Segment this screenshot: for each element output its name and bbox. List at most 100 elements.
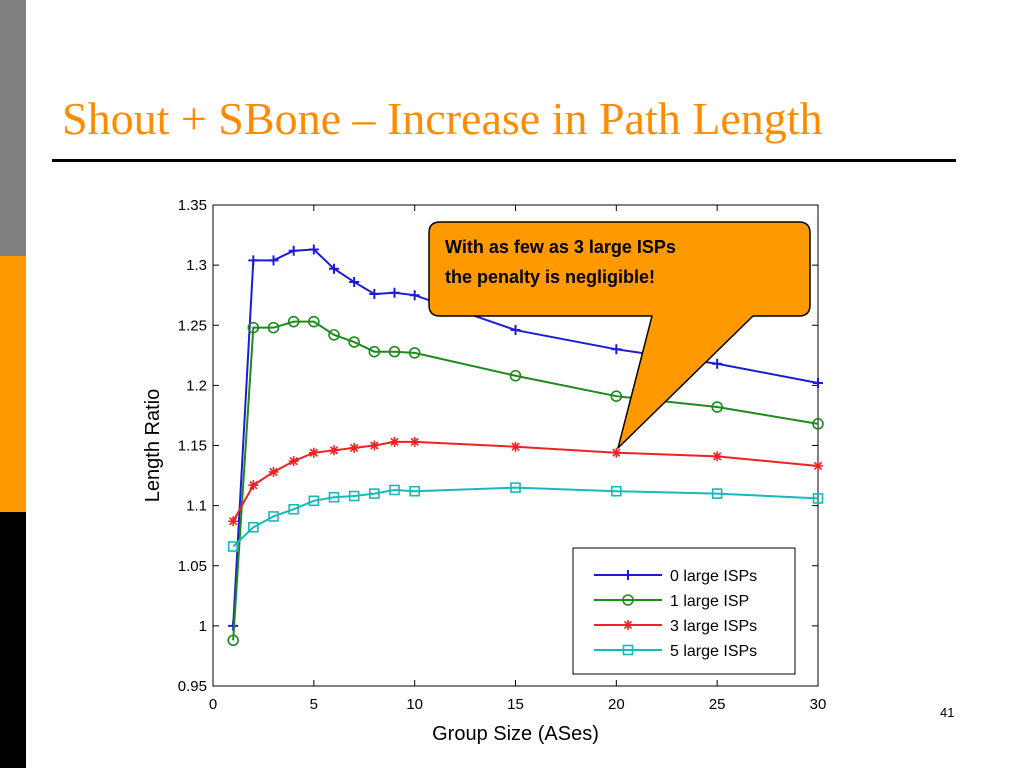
x-tick-label: 30 [810, 696, 827, 713]
data-point [308, 495, 320, 507]
data-point [389, 436, 400, 447]
data-point [510, 441, 521, 452]
side-bar-gray [0, 0, 26, 256]
x-tick-label: 20 [608, 696, 625, 713]
series-1-large-isp [227, 315, 824, 647]
series-line-0-large-isps [232, 248, 819, 626]
legend-marker [623, 570, 633, 580]
legend-label: 5 large ISPs [670, 643, 757, 660]
data-point [308, 315, 320, 328]
data-point [348, 490, 360, 502]
data-point [610, 390, 623, 402]
data-point [288, 456, 299, 467]
callout: With as few as 3 large ISPs the penalty … [428, 221, 811, 449]
y-tick-label: 1.1 [186, 498, 207, 515]
data-point [328, 329, 340, 341]
y-tick-label: 0.95 [178, 678, 207, 695]
legend-marker [622, 594, 634, 606]
callout-bubble [428, 221, 811, 449]
y-tick-label: 1.05 [178, 558, 207, 575]
series-line-3-large-isps [232, 440, 819, 522]
data-point [328, 491, 340, 503]
callout-line-2: the penalty is negligible! [445, 267, 655, 287]
series-line-5-large-isps [232, 486, 819, 548]
data-point [510, 325, 521, 336]
data-point [409, 485, 420, 497]
legend-entry: 5 large ISPs [594, 643, 757, 660]
data-point [409, 290, 420, 301]
slide-title: Shout + SBone – Increase in Path Length [62, 93, 823, 144]
data-point [348, 336, 360, 348]
data-point [329, 263, 339, 274]
data-point [268, 255, 279, 266]
legend-marker [623, 620, 633, 630]
data-point [388, 345, 401, 358]
legend-label: 3 large ISPs [670, 618, 757, 635]
data-point [408, 347, 421, 359]
data-point [267, 321, 280, 334]
data-point [349, 442, 360, 453]
data-point [287, 315, 300, 328]
data-point [510, 482, 521, 493]
x-axis-label: Group Size (ASes) [432, 723, 599, 745]
side-bar-orange [0, 256, 26, 512]
side-bar-black [0, 512, 26, 768]
series-5-large-isps [227, 482, 824, 552]
x-tick-label: 15 [507, 696, 524, 713]
data-point [349, 276, 360, 287]
y-tick-label: 1.15 [178, 438, 207, 455]
legend-entry: 1 large ISP [594, 593, 749, 610]
data-point [288, 503, 299, 515]
data-point [227, 541, 239, 552]
legend-label: 1 large ISP [670, 593, 749, 610]
data-point [369, 440, 380, 451]
x-tick-label: 5 [310, 696, 318, 713]
data-point [247, 321, 260, 334]
data-point [409, 436, 420, 447]
data-point [368, 345, 381, 358]
x-tick-label: 0 [209, 696, 217, 713]
legend-label: 0 large ISPs [670, 568, 757, 585]
data-point [227, 634, 239, 647]
data-point [268, 466, 279, 477]
x-tick-label: 25 [709, 696, 726, 713]
series-layer [227, 244, 824, 647]
series-line-1-large-isp [232, 320, 819, 641]
data-point [711, 401, 723, 413]
data-point [369, 288, 380, 299]
data-point [813, 377, 823, 388]
data-point [509, 369, 522, 382]
x-tick-label: 10 [406, 696, 423, 713]
data-point [611, 344, 622, 355]
data-point [369, 488, 380, 499]
series-3-large-isps [228, 436, 823, 527]
data-point [812, 418, 824, 430]
legend-box [572, 547, 796, 675]
data-point [611, 485, 622, 497]
data-point [711, 488, 723, 499]
data-point [389, 484, 400, 496]
legend-entry: 0 large ISPs [594, 568, 757, 585]
y-tick-label: 1.3 [186, 257, 207, 274]
title-underline [52, 159, 956, 162]
data-point [389, 287, 400, 298]
data-point [268, 511, 279, 522]
data-point [308, 447, 319, 458]
page-number: 41 [940, 705, 955, 720]
data-point [308, 244, 319, 255]
data-point [712, 451, 723, 462]
data-point [248, 521, 259, 533]
legend-marker [622, 644, 634, 656]
series-0-large-isps [228, 244, 823, 631]
data-point [288, 245, 299, 256]
data-point [812, 493, 824, 504]
y-tick-label: 1.25 [178, 317, 207, 334]
legend: 0 large ISPs 1 large ISP 3 large ISPs 5 lar… [572, 547, 796, 675]
data-point [329, 445, 339, 456]
y-axis-label: Length Ratio [142, 389, 164, 502]
data-point [248, 255, 259, 266]
data-point [228, 516, 239, 527]
y-tick-label: 1.35 [178, 197, 207, 214]
y-tick-label: 1 [199, 618, 207, 635]
